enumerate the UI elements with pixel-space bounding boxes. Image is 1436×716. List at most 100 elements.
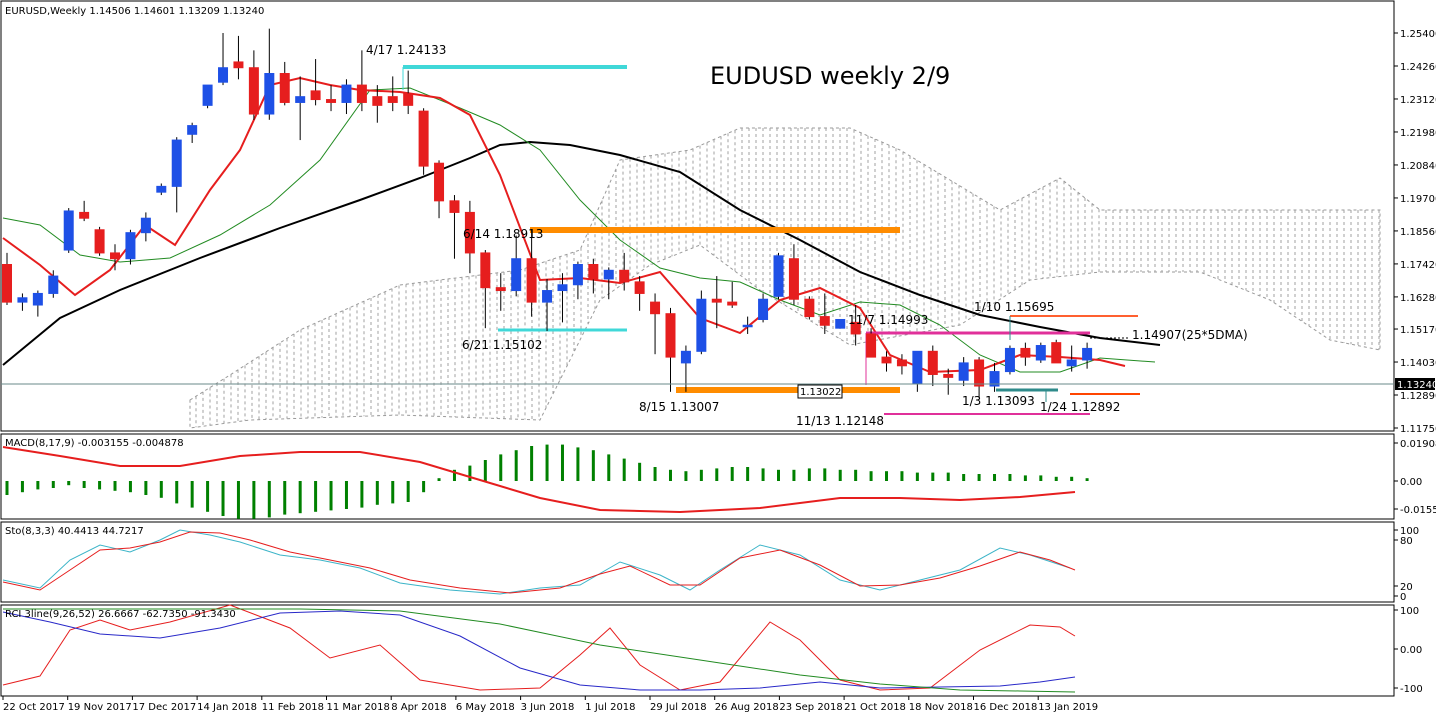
stochastic-indicator [2,529,1076,595]
candle-body [804,298,815,318]
current-price-box [1395,378,1435,390]
candle-body [63,210,74,251]
price-tick-label: 1.12890 [1400,391,1436,402]
price-tick-label: 1.19700 [1400,194,1436,205]
macd-bar [206,481,210,512]
macd-bar [344,481,348,509]
macd-bar [1054,476,1058,481]
candle-body [989,371,1000,387]
macd-bar [792,469,796,481]
macd-bar [761,468,765,481]
annotation-6-14: 6/14 1.18913 [463,227,543,241]
macd-bar [422,481,426,493]
macd-bar [314,481,318,512]
candle-body [372,96,383,106]
candle-body [896,359,907,367]
macd-bar [777,469,780,481]
candle-body [727,301,738,306]
candle-body [264,73,275,115]
annotation-6-21: 6/21 1.15102 [462,338,542,352]
macd-label: MACD(8,17,9) -0.003155 -0.004878 [5,438,184,449]
macd-bar [175,481,179,504]
candle-body [634,281,645,294]
annotation-1-13022: 1.13022 [800,387,841,398]
candle-body [248,67,259,115]
candle-body [79,211,90,219]
macd-bar [591,450,595,481]
date-tick-label: 1 Jul 2018 [585,702,635,713]
candle-body [542,290,553,303]
date-tick-label: 26 Aug 2018 [715,702,779,713]
candle-body [511,258,522,292]
macd-bar [807,468,811,481]
candle-body [187,125,198,135]
macd-bar [1023,475,1027,481]
macd-bar [854,469,858,481]
candle-body [1035,345,1046,361]
candle-body [1020,347,1031,358]
macd-bar [468,465,472,481]
macd-bar [1085,478,1089,481]
candle-body [1004,347,1015,373]
macd-bar [576,447,580,481]
macd-bar [668,469,672,481]
candle-body [1082,347,1093,361]
date-tick-label: 19 Nov 2017 [68,702,132,713]
macd-bar [885,471,889,481]
candle-body [943,373,954,378]
sto-tick-label: 100 [1400,526,1419,537]
macd-bar [746,467,750,481]
date-tick-label: 11 Mar 2018 [327,702,390,713]
rci-long-line [3,608,1076,693]
price-tick-label: 1.14030 [1400,358,1436,369]
candle-body [650,301,661,315]
chart-title: EUDUSD weekly 2/9 [710,62,950,90]
price-tick-label: 1.18560 [1400,227,1436,238]
macd-bar [283,481,287,515]
candle-body [156,185,167,193]
macd-bar [190,481,194,508]
price-tick-label: 1.21980 [1400,128,1436,139]
sto-panel-frame [0,521,1395,603]
macd-bar [514,450,518,481]
macd-bar [638,462,642,481]
macd-bar [931,472,935,481]
macd-bar [82,481,86,488]
candle-body [1066,359,1077,367]
price-tick-label: 1.23120 [1400,95,1436,106]
candle-body [758,298,769,320]
macd-bar [993,474,997,481]
sto-tick-label: 20 [1400,582,1413,593]
macd-bar [1008,474,1012,481]
candle-body [526,258,537,303]
candle-body [588,264,599,280]
annotation-1-24: 1/24 1.12892 [1040,400,1120,414]
macd-bar [607,454,611,481]
candle-body [341,84,352,103]
macd-tick-label: -0.015599 [1400,505,1436,516]
macd-bar [298,481,302,514]
rci-mid-line [2,610,1076,691]
price-tick-label: 1.15170 [1400,325,1436,336]
candle-body [32,292,43,306]
macd-bar [838,469,842,481]
price-tick-label: 1.25400 [1400,29,1436,40]
macd-bar [1070,476,1074,481]
candle-body [881,356,892,364]
macd-bar [98,481,102,490]
candle-body [557,284,568,292]
macd-bar [1039,475,1043,481]
price-tick-label: 1.16280 [1400,293,1436,304]
macd-panel-frame [0,433,1395,520]
candle-body [94,229,105,254]
current-price-label: 1.13240 [1397,380,1436,391]
macd-bar [653,467,657,481]
candle-body [418,110,429,167]
support-resistance-levels [402,65,1140,415]
rci-panel-frame [0,604,1395,697]
annotation-4-17: 4/17 1.24133 [366,43,446,57]
date-tick-label: 6 May 2018 [456,702,515,713]
date-tick-label: 29 Jul 2018 [650,702,707,713]
sto-tick-label: 0 [1400,592,1406,603]
annotation-box-1-13022 [797,384,843,399]
